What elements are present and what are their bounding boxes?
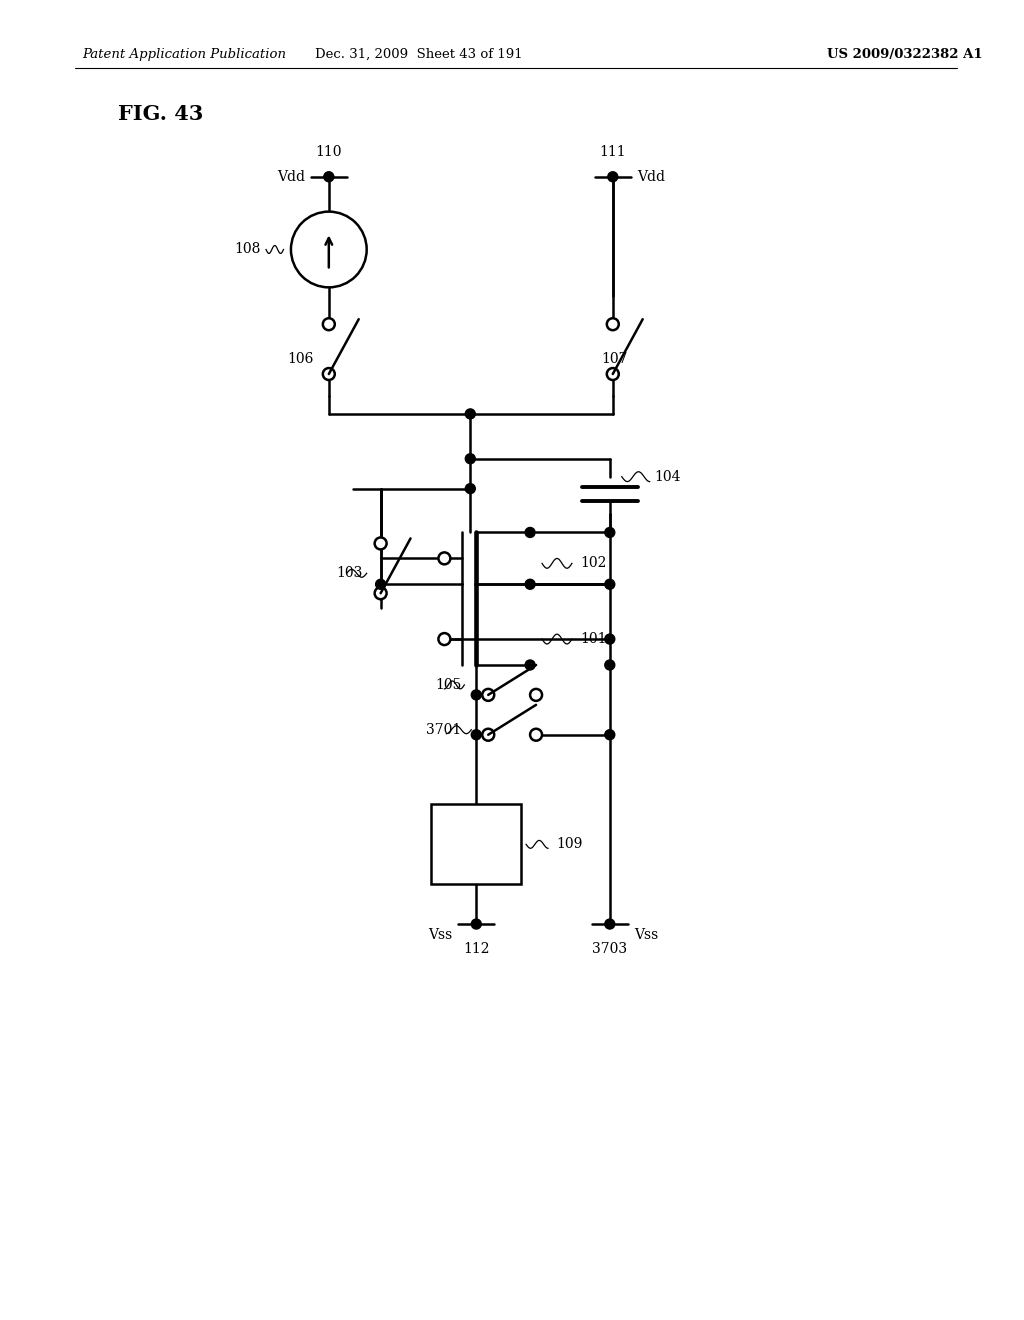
Circle shape: [605, 634, 614, 644]
Text: 101: 101: [580, 632, 606, 645]
Text: Dec. 31, 2009  Sheet 43 of 191: Dec. 31, 2009 Sheet 43 of 191: [314, 48, 522, 61]
Text: US 2009/0322382 A1: US 2009/0322382 A1: [827, 48, 983, 61]
Circle shape: [376, 579, 386, 589]
Circle shape: [605, 579, 614, 589]
Circle shape: [465, 454, 475, 463]
Circle shape: [465, 409, 475, 418]
Text: 112: 112: [463, 942, 489, 956]
Circle shape: [482, 729, 495, 741]
Circle shape: [608, 172, 617, 182]
Text: 3701: 3701: [426, 723, 462, 737]
Circle shape: [375, 537, 387, 549]
Text: 102: 102: [580, 556, 606, 570]
Circle shape: [607, 368, 618, 380]
Circle shape: [375, 587, 387, 599]
Circle shape: [482, 689, 495, 701]
Text: 110: 110: [315, 145, 342, 158]
Text: Patent Application Publication: Patent Application Publication: [82, 48, 286, 61]
Text: 107: 107: [601, 352, 628, 366]
Circle shape: [323, 318, 335, 330]
Circle shape: [605, 660, 614, 671]
Circle shape: [438, 634, 451, 645]
Circle shape: [471, 690, 481, 700]
Circle shape: [530, 689, 542, 701]
Circle shape: [324, 172, 334, 182]
Circle shape: [323, 368, 335, 380]
Text: Vss: Vss: [634, 928, 658, 942]
Text: Vss: Vss: [428, 928, 453, 942]
Circle shape: [525, 579, 536, 589]
Circle shape: [607, 318, 618, 330]
Circle shape: [605, 730, 614, 739]
Circle shape: [291, 211, 367, 288]
Circle shape: [605, 919, 614, 929]
Text: 3703: 3703: [592, 942, 628, 956]
Text: 104: 104: [654, 470, 681, 483]
Circle shape: [465, 483, 475, 494]
Text: 111: 111: [599, 145, 626, 158]
Circle shape: [605, 528, 614, 537]
Text: 108: 108: [234, 243, 261, 256]
Bar: [431, 804, 521, 884]
Circle shape: [525, 660, 536, 671]
Circle shape: [438, 552, 451, 565]
Text: 103: 103: [336, 566, 362, 581]
Text: Vdd: Vdd: [637, 170, 665, 183]
Circle shape: [525, 528, 536, 537]
Text: FIG. 43: FIG. 43: [118, 104, 203, 124]
Circle shape: [530, 729, 542, 741]
Circle shape: [471, 730, 481, 739]
Circle shape: [471, 919, 481, 929]
Text: 106: 106: [288, 352, 314, 366]
Text: 109: 109: [556, 837, 583, 851]
Text: Vdd: Vdd: [276, 170, 305, 183]
Text: 105: 105: [435, 678, 462, 692]
